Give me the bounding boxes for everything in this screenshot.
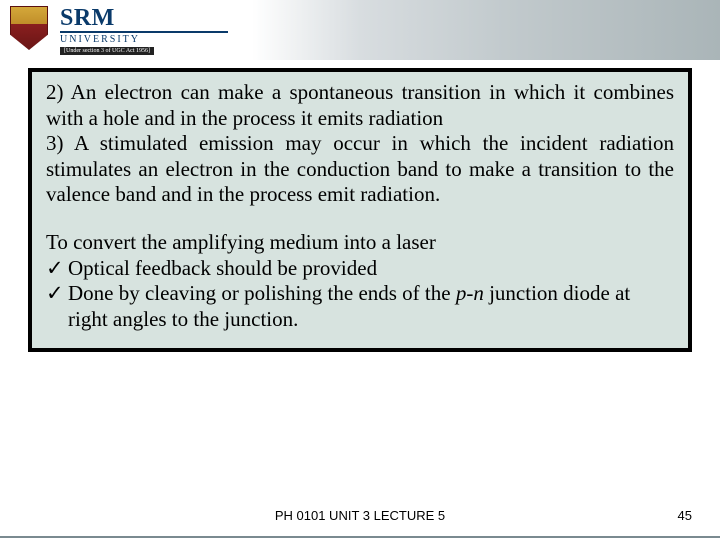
bullet-text-pre: Optical feedback should be provided (68, 256, 377, 280)
footer-center-text: PH 0101 UNIT 3 LECTURE 5 (275, 508, 445, 523)
check-icon: ✓ (46, 281, 68, 332)
bullet-text: Optical feedback should be provided (68, 256, 674, 282)
university-crest (10, 6, 52, 54)
slide-frame: 2) An electron can make a spontaneous tr… (28, 68, 692, 352)
paragraph-intro: To convert the amplifying medium into a … (46, 230, 674, 256)
footer: PH 0101 UNIT 3 LECTURE 5 45 (0, 508, 720, 528)
brand-name: SRM (60, 6, 228, 30)
slide-content: 2) An electron can make a spontaneous tr… (32, 72, 688, 348)
bullet-item: ✓ Done by cleaving or polishing the ends… (46, 281, 674, 332)
slide-number: 45 (678, 508, 692, 523)
header-bar: SRM UNIVERSITY [Under section 3 of UGC A… (0, 0, 720, 60)
brand-tagline: [Under section 3 of UGC Act 1956] (60, 47, 154, 55)
bullet-text: Done by cleaving or polishing the ends o… (68, 281, 674, 332)
bottom-rule (0, 536, 720, 538)
bullet-text-pre: Done by cleaving or polishing the ends o… (68, 281, 456, 305)
bullet-item: ✓ Optical feedback should be provided (46, 256, 674, 282)
check-icon: ✓ (46, 256, 68, 282)
brand-underline (60, 31, 228, 33)
paragraph-main: 2) An electron can make a spontaneous tr… (46, 80, 674, 208)
bullet-text-italic: p-n (456, 281, 484, 305)
crest-shield-icon (10, 6, 48, 50)
brand-subtitle: UNIVERSITY (60, 35, 228, 45)
brand-block: SRM UNIVERSITY [Under section 3 of UGC A… (60, 6, 228, 55)
